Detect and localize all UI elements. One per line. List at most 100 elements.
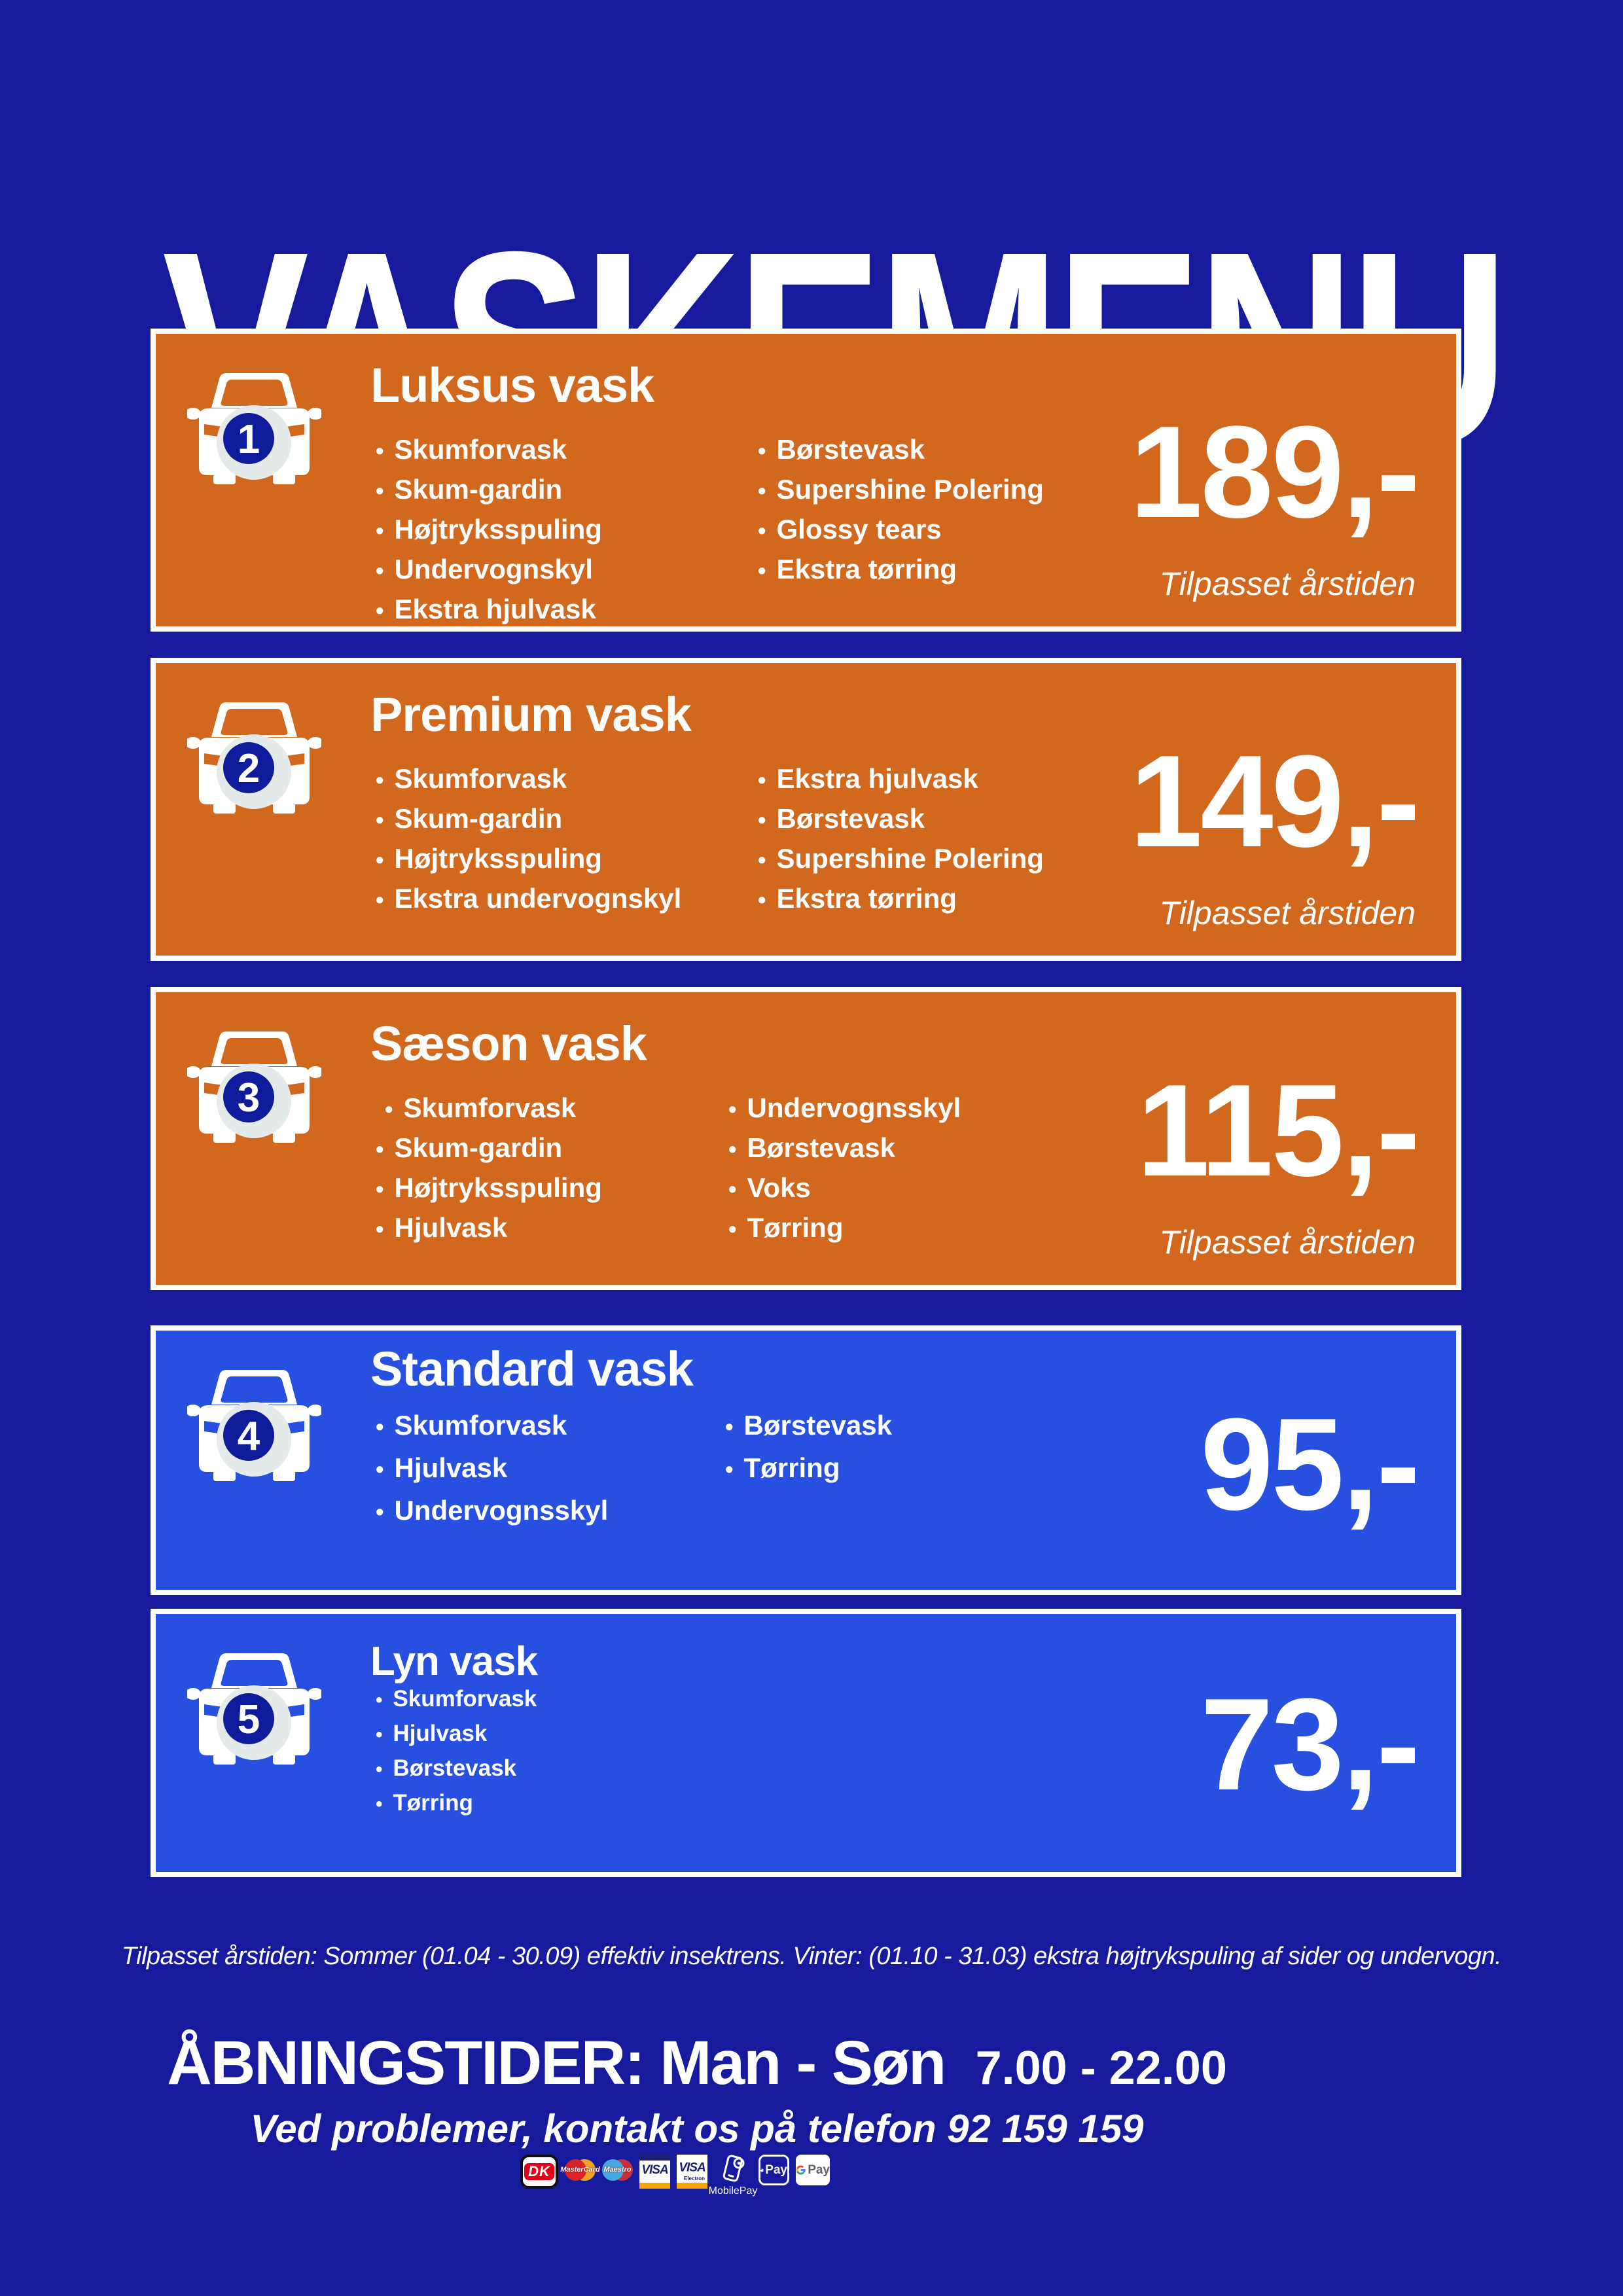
card-premium-vask: 2 Premium vask Skumforvask Skum-gardin H… [151, 658, 1461, 961]
list-item: Hjulvask [376, 1453, 608, 1484]
list-item: Ekstra hjulvask [758, 764, 1044, 795]
list-item: Højtryksspuling [376, 844, 681, 874]
apple-icon [760, 2168, 764, 2172]
apple-pay-label: Pay [765, 2162, 787, 2177]
list-item: Voks [728, 1174, 961, 1204]
service-list: Skumforvask Hjulvask Børstevask Tørring [376, 1687, 537, 1826]
visa-electron-logo: VISA Electron [677, 2155, 707, 2189]
price: 95,- [1200, 1391, 1420, 1537]
card-number-badge: 5 [238, 1697, 260, 1742]
list-item: Ekstra hjulvask [376, 595, 602, 625]
list-item: Glossy tears [758, 515, 1044, 545]
service-list-right: Børstevask Tørring [725, 1410, 892, 1496]
opening-hours-value: 7.00 - 22.00 [975, 2042, 1227, 2094]
card-number-badge: 1 [238, 417, 260, 462]
car-icon: 5 [185, 1644, 323, 1775]
list-item: Højtryksspuling [376, 1174, 602, 1204]
list-item: Ekstra undervognskyl [376, 884, 682, 914]
list-item: Ekstra tørring [758, 884, 1044, 914]
service-list-right: Børstevask Supershine Polering Glossy te… [758, 435, 1044, 595]
service-list-left: Skumforvask Skum-gardin Højtryksspuling … [376, 764, 682, 924]
service-list-left: Skumforvask Hjulvask Undervognsskyl [376, 1410, 609, 1538]
list-item: Skumforvask [376, 1410, 608, 1442]
payment-methods: DK MasterCard Maestro VISA VISA Electron [520, 2155, 830, 2197]
dankort-logo: DK [520, 2155, 558, 2189]
list-item: Skumforvask [376, 1687, 537, 1712]
list-item: Børstevask [758, 435, 1044, 465]
season-note: Tilpasset årstiden: Sommer (01.04 - 30.0… [121, 1943, 1502, 1970]
season-tag: Tilpasset årstiden [1159, 895, 1416, 931]
visa-electron-sublabel: Electron [683, 2176, 705, 2181]
contact-phone-line: Ved problemer, kontakt os på telefon 92 … [250, 2107, 1144, 2151]
google-pay-logo: Pay [796, 2155, 830, 2185]
service-list-right: Ekstra hjulvask Børstevask Supershine Po… [758, 764, 1044, 924]
visa-label: VISA [641, 2163, 668, 2178]
price: 149,- [1130, 728, 1420, 874]
mobilepay-logo: MobilePay [709, 2155, 757, 2197]
list-item: Tørring [376, 1791, 537, 1816]
apple-pay-logo: Pay [758, 2155, 789, 2185]
list-item: Skumforvask [376, 435, 602, 465]
opening-hours-label: ÅBNINGSTIDER: Man - Søn [167, 2028, 946, 2098]
price: 115,- [1137, 1058, 1420, 1204]
service-list-right: Undervognsskyl Børstevask Voks Tørring [728, 1094, 961, 1253]
list-item: Børstevask [725, 1410, 892, 1442]
list-item: Højtryksspuling [376, 515, 602, 545]
car-icon: 2 [185, 693, 323, 824]
maestro-label: Maestro [603, 2166, 632, 2174]
maestro-blue-circle [602, 2159, 624, 2181]
card-lyn-vask: 5 Lyn vask Skumforvask Hjulvask Børsteva… [151, 1609, 1461, 1877]
list-item: Undervognsskyl [376, 1496, 609, 1527]
card-title: Lyn vask [370, 1639, 538, 1684]
list-item: Børstevask [376, 1757, 537, 1782]
list-item: Skum-gardin [376, 475, 602, 505]
card-standard-vask: 4 Standard vask Skumforvask Hjulvask Und… [151, 1325, 1461, 1595]
season-tag: Tilpasset årstiden [1159, 1224, 1416, 1261]
price: 73,- [1200, 1672, 1420, 1818]
card-title: Standard vask [370, 1342, 694, 1396]
card-number-badge: 2 [238, 746, 260, 791]
list-item: Skumforvask [385, 1094, 602, 1124]
service-list-left: Skumforvask Skum-gardin Højtryksspuling … [376, 1094, 602, 1253]
opening-hours: ÅBNINGSTIDER: Man - Søn 7.00 - 22.00 [0, 2028, 1394, 2099]
list-item: Hjulvask [376, 1722, 537, 1747]
google-g-icon [796, 2165, 806, 2175]
car-icon: 1 [185, 364, 323, 495]
list-item: Tørring [728, 1213, 961, 1244]
list-item: Undervognsskyl [728, 1094, 961, 1124]
card-title: Sæson vask [370, 1016, 647, 1071]
visa-electron-bottom-bar [677, 2183, 707, 2189]
list-item: Supershine Polering [758, 844, 1044, 874]
list-item: Hjulvask [376, 1213, 602, 1244]
list-item: Ekstra tørring [758, 555, 1044, 585]
card-title: Premium vask [370, 687, 692, 742]
car-icon: 4 [185, 1361, 323, 1492]
card-title: Luksus vask [370, 358, 654, 412]
mastercard-logo: MasterCard [560, 2155, 600, 2185]
list-item: Tørring [725, 1453, 892, 1484]
mobilepay-phone-icon [722, 2155, 745, 2182]
card-saeson-vask: 3 Sæson vask Skumforvask Skum-gardin Høj… [151, 987, 1461, 1290]
list-item: Supershine Polering [758, 475, 1044, 505]
list-item: Skum-gardin [376, 1134, 602, 1164]
visa-electron-label: VISA [679, 2161, 705, 2175]
mobilepay-label: MobilePay [708, 2185, 758, 2197]
service-list-left: Skumforvask Skum-gardin Højtryksspuling … [376, 435, 602, 635]
maestro-logo: Maestro [602, 2155, 633, 2185]
price: 189,- [1130, 399, 1420, 545]
dankort-band: DK [524, 2163, 554, 2180]
list-item: Skum-gardin [376, 804, 681, 834]
mastercard-label: MasterCard [560, 2166, 600, 2174]
mastercard-red-circle [565, 2159, 586, 2181]
list-item: Undervognskyl [376, 555, 602, 585]
car-icon: 3 [185, 1022, 323, 1153]
visa-bottom-bar [639, 2183, 670, 2189]
google-pay-label: Pay [808, 2162, 830, 2177]
list-item: Skumforvask [376, 764, 681, 795]
visa-top-bar [639, 2155, 670, 2161]
dankort-label: DK [528, 2163, 550, 2179]
card-luksus-vask: 1 Luksus vask Skumforvask Skum-gardin Hø… [151, 329, 1461, 632]
card-number-badge: 4 [238, 1414, 260, 1459]
visa-logo: VISA [639, 2155, 670, 2189]
